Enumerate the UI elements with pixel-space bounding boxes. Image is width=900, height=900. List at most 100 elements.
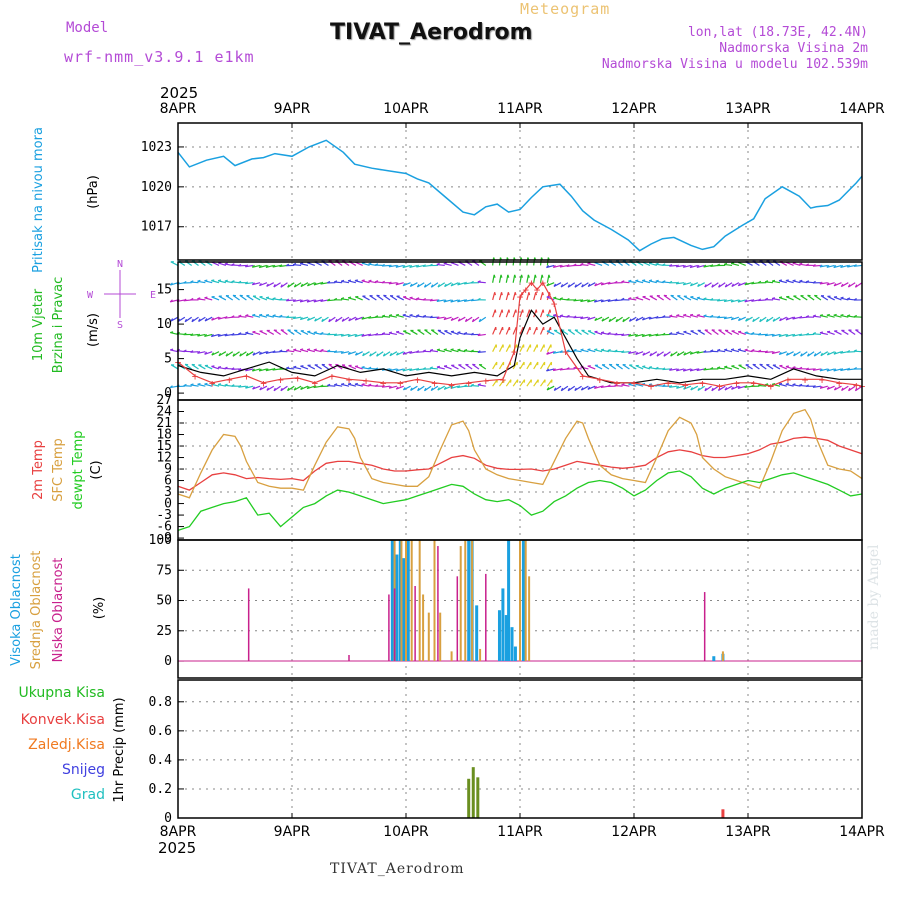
wind-arrow-head <box>204 333 208 337</box>
wind-arrow-head <box>614 332 618 336</box>
wind-arrow <box>546 264 555 269</box>
wind-arrow <box>436 299 445 303</box>
wind-arrow <box>396 385 404 390</box>
wind-arrow-head <box>683 313 687 316</box>
wind-arrow-head <box>634 333 638 337</box>
wind-arrow <box>580 263 589 267</box>
wind-arrow <box>744 385 753 388</box>
wind-arrow <box>792 384 801 387</box>
wind-arrow-head <box>723 299 727 302</box>
wind-arrow <box>348 316 357 322</box>
cloud-mid-bar <box>422 594 425 662</box>
wind-arrow-head <box>548 274 551 278</box>
wind-arrow-head <box>805 332 810 336</box>
wind-arrow-head <box>662 315 666 318</box>
temp-unit-label: (C) <box>89 460 104 479</box>
wind-arrow <box>526 361 532 370</box>
wind-arrow <box>424 385 432 392</box>
wind-arrow <box>457 349 466 353</box>
wind-arrow-head <box>723 316 727 320</box>
wind-arrow <box>587 330 596 335</box>
wind-arrow <box>697 385 706 391</box>
wind-arrow <box>183 299 192 302</box>
wind-arrow <box>751 282 760 285</box>
wind-arrow-head <box>285 263 290 267</box>
wind-arrow <box>355 296 363 301</box>
wind-arrow <box>826 368 835 372</box>
wind-arrow <box>348 365 357 370</box>
wind-arrow-head <box>689 283 693 287</box>
wind-arrow <box>778 333 787 338</box>
wind-arrow-head <box>402 351 406 355</box>
wind-arrow-head <box>416 297 420 300</box>
wind-arrow <box>293 366 302 370</box>
cloud-high-bar <box>497 610 501 662</box>
wind-arrow <box>689 314 698 318</box>
wind-arrow <box>799 384 808 387</box>
wind-arrow <box>252 314 261 318</box>
wind-arrow <box>683 368 692 372</box>
wind-speed-marker: + <box>539 277 546 290</box>
wind-speed-marker: + <box>750 377 757 390</box>
wind-arrow <box>388 264 397 268</box>
wind-speed-marker: + <box>522 284 529 297</box>
wind-arrow <box>218 262 227 267</box>
wind-arrow-head <box>676 331 680 334</box>
wind-arrow-head <box>853 298 857 301</box>
wind-arrow <box>286 367 295 370</box>
wind-arrow <box>771 351 781 355</box>
wind-arrow <box>470 299 480 302</box>
legend-hail: Grad <box>71 787 105 803</box>
wind-arrow <box>505 292 509 301</box>
wind-arrow <box>731 282 740 288</box>
wind-arrow <box>259 368 268 372</box>
wind-arrow-head <box>368 366 372 370</box>
temp-2m-label: 2m Temp <box>31 440 46 500</box>
wind-arrow <box>737 331 746 336</box>
wind-arrow-head <box>805 315 810 318</box>
wind-arrow <box>306 385 315 390</box>
pressure-unit-label: (hPa) <box>86 175 101 209</box>
wind-arrow <box>224 316 233 319</box>
wind-arrow <box>204 351 213 355</box>
wind-arrow-head <box>244 281 249 285</box>
wind-arrow-head <box>703 350 707 353</box>
wind-arrow <box>807 294 815 301</box>
wind-gust-line <box>177 309 862 384</box>
wind-arrow-head <box>272 367 276 371</box>
wind-arrow <box>771 333 781 337</box>
wind-arrow-head <box>573 315 577 319</box>
wind-arrow <box>539 274 543 283</box>
wind-arrow-head <box>553 313 557 316</box>
wind-arrow <box>300 299 309 303</box>
wind-arrow-head <box>183 383 187 387</box>
wind-arrow-head <box>641 333 645 337</box>
wind-arrow <box>464 349 473 353</box>
wind-arrow-head <box>751 349 755 352</box>
wind-arrow-head <box>422 367 426 370</box>
wind-arrow-head <box>423 387 427 392</box>
wind-arrow <box>294 282 302 288</box>
wind-arrow <box>819 368 828 372</box>
wind-arrow <box>526 292 530 301</box>
wind-arrow <box>512 274 516 283</box>
wind-arrow <box>587 349 596 353</box>
wind-arrow <box>853 350 863 353</box>
wind-arrow-head <box>833 351 837 355</box>
wind-arrow <box>217 333 227 337</box>
wind-arrow <box>293 385 302 391</box>
wind-arrow-head <box>306 385 310 389</box>
bottom-date-label: 13APR <box>725 824 771 840</box>
wind-arrow <box>464 282 473 285</box>
wind-arrow-head <box>450 385 454 389</box>
pressure-axis-label: Pritisak na nivou mora <box>31 127 46 273</box>
wind-arrow-head <box>238 384 242 388</box>
wind-arrow <box>601 364 610 370</box>
wind-arrow <box>655 280 664 284</box>
wind-arrow <box>642 296 651 301</box>
wind-speed-marker: + <box>614 377 621 390</box>
wind-arrow <box>348 351 357 355</box>
wind-arrow-head <box>628 333 632 337</box>
cloud-mid-bar <box>427 612 430 662</box>
